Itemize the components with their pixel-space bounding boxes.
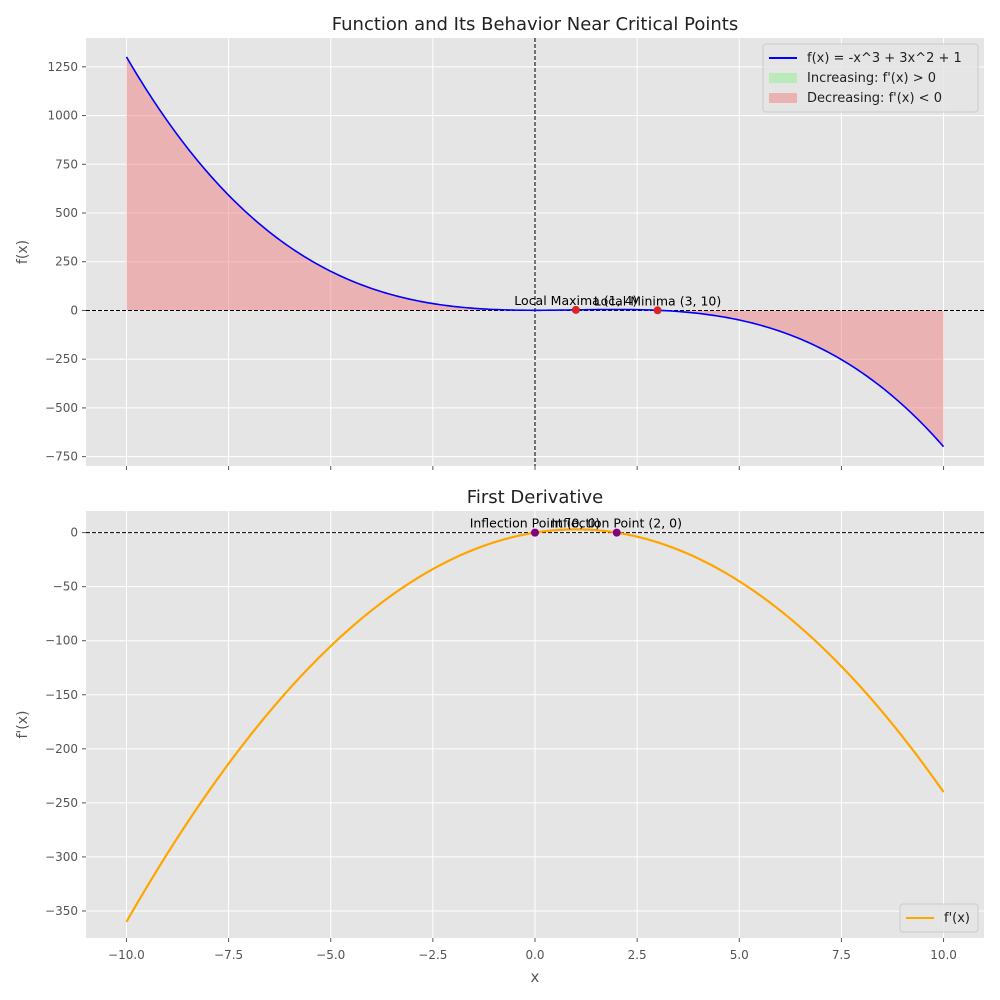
critical-point [612,528,621,537]
point-annotation: Local Maxima (1, 4) [514,293,637,308]
y-tick-label: 1000 [47,109,78,123]
legend-label: f(x) = -x^3 + 3x^2 + 1 [807,51,962,66]
series-line [125,56,945,448]
y-tick-label: −100 [45,634,78,648]
y-tick-label: −350 [45,904,78,918]
point-annotation: Inflection Point (0, 0) [470,516,601,531]
y-tick-label: −300 [45,850,78,864]
y-tick-label: −750 [45,450,78,464]
legend-swatch-fill [769,73,797,83]
top-chart: −750 −500 −250 0 250 500 750 1000 1250 Local Maxi… [15,14,984,470]
y-tick-label: 1250 [47,60,78,74]
y-tick-label: −250 [45,796,78,810]
x-axis-label: x [531,968,540,986]
legend-label: Increasing: f'(x) > 0 [807,71,936,86]
bottom-chart: −10.0 −7.5 −5.0 −2.5 0.0 2.5 5.0 7.5 10.0 −350 −30… [15,487,984,986]
area-fill [616,309,944,447]
legend-box [762,43,979,113]
chart-title: Function and Its Behavior Near Critical … [332,14,738,35]
y-tick-label: 750 [55,157,78,171]
point-annotation: Local Minima (3, 10) [594,293,721,308]
y-tick-label: 0 [70,526,78,540]
critical-point [531,528,539,537]
y-tick-label: 250 [55,255,78,269]
x-tick-label: −5.0 [316,948,345,962]
x-tick-label: 2.5 [628,948,647,962]
y-tick-label: −250 [45,352,78,366]
area-fill [126,56,535,311]
y-tick-label: −200 [45,742,78,756]
y-tick-label: −150 [45,688,78,702]
y-tick-label: −500 [45,401,78,415]
x-tick-label: 5.0 [730,948,749,962]
y-tick-label: 500 [55,206,78,220]
point-annotation: Inflection Point (2, 0) [551,516,682,531]
y-tick-label: −50 [53,580,78,594]
x-tick-label: 0.0 [525,948,544,962]
x-tick-label: −10.0 [108,948,145,962]
legend-box [899,903,979,933]
x-tick-label: −2.5 [418,948,447,962]
chart-title: First Derivative [467,487,603,508]
legend-swatch-fill [769,93,797,103]
y-axis-label: f'(x) [15,711,31,739]
y-axis-label: f(x) [15,240,31,264]
critical-point [653,306,662,315]
x-tick-label: 10.0 [930,948,957,962]
x-tick-label: −7.5 [214,948,243,962]
x-tick-label: 7.5 [832,948,851,962]
legend-label: f'(x) [944,911,970,926]
critical-point [571,305,580,314]
legend-label: Decreasing: f'(x) < 0 [807,91,942,106]
y-tick-label: 0 [70,303,78,317]
